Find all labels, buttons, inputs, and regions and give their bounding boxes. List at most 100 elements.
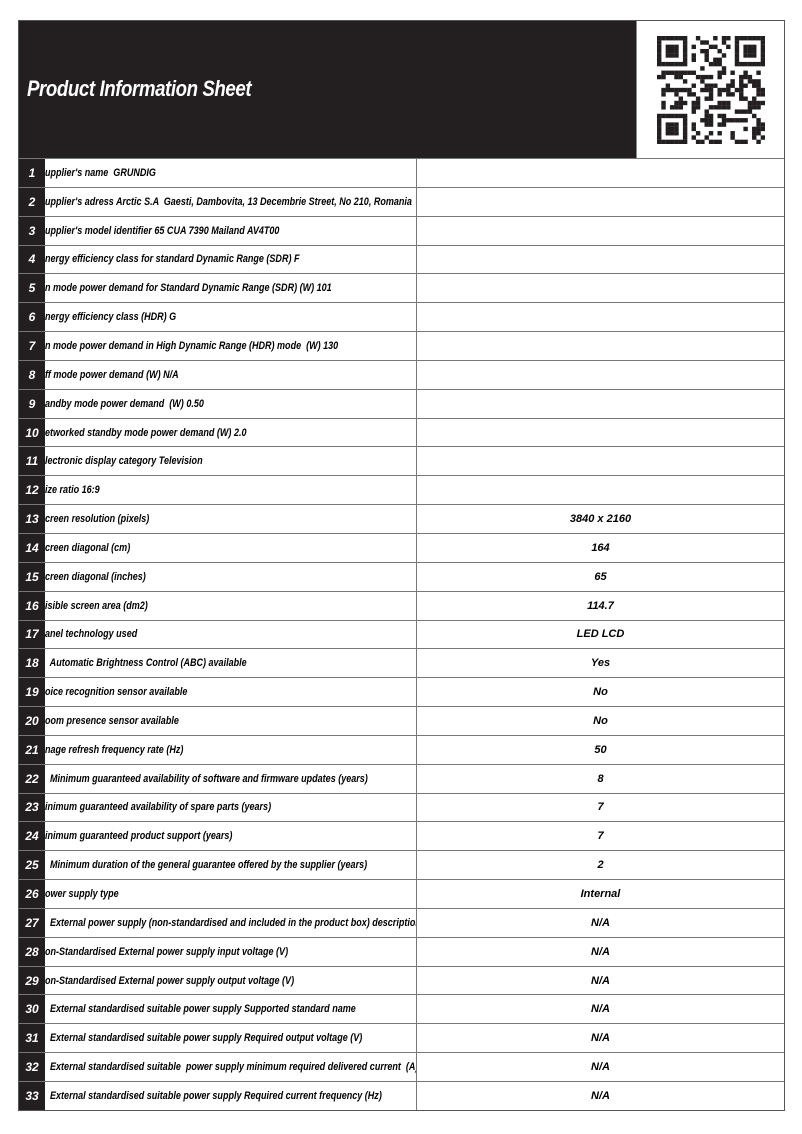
row-value: N/A [591,1032,610,1045]
qr-module [755,78,761,84]
table-row: 29 on-Standardised External power supply… [19,965,784,995]
qr-module [669,130,674,135]
qr-module [682,57,687,62]
table-row: 24 inimum guaranteed product support (ye… [19,821,784,851]
table-row: 30 External standardised suitable power … [19,994,784,1024]
row-label: creen diagonal (inches) [45,562,417,591]
qr-module [721,121,726,127]
qr-module [738,35,743,40]
qr-module [682,139,687,144]
qr-module [760,121,765,127]
row-label-text: anel technology used [45,628,138,641]
row-label: oom presence sensor available [45,707,417,735]
qr-module [708,121,713,127]
qr-module [673,48,679,53]
qr-module [716,121,722,127]
info-table: 1 upplier's name GRUNDIG 2 upplier's adr… [19,158,784,1110]
qr-module [742,35,748,40]
row-value: N/A [591,916,610,929]
qr-module [721,65,726,71]
row-number: 33 [19,1082,45,1110]
row-number: 20 [19,707,45,735]
qr-module [708,61,713,66]
row-value: 114.7 [587,599,614,612]
qr-module [673,52,679,58]
table-row: 7 n mode power demand in High Dynamic Ra… [19,331,784,360]
qr-module [704,113,709,118]
qr-module [708,83,713,88]
qr-module [665,87,670,92]
qr-module [678,74,683,79]
qr-module [660,70,666,75]
qr-module [760,48,765,53]
row-label-text: lectronic display category Television [45,455,203,468]
qr-module [665,52,670,58]
table-row: 22 Minimum guaranteed availability of so… [19,763,784,793]
qr-module [751,100,756,105]
row-label-text: oom presence sensor available [45,714,179,727]
qr-module [725,83,731,88]
qr-module [751,44,756,49]
qr-module [716,74,722,79]
table-row: 6 nergy efficiency class (HDR) G [19,302,784,332]
qr-module [755,100,761,105]
row-label: upplier's adress Arctic S.A Gaesti, Damb… [45,187,417,216]
row-value [417,390,784,418]
row-number: 29 [19,966,45,995]
table-row: 17 anel technology used LED LCD [19,619,784,649]
row-number: 1 [19,159,45,187]
qr-module [751,130,756,135]
qr-module [673,91,679,97]
qr-module [669,104,674,110]
qr-module [669,61,674,66]
row-value [417,217,784,245]
row-label: isible screen area (dm2) [45,591,417,620]
row-label: creen resolution (pixels) [45,505,417,533]
qr-module [708,113,713,118]
row-label-text: ff mode power demand (W) N/A [45,368,179,381]
qr-module [704,39,709,45]
row-value: 2 [597,859,604,872]
row-number: 6 [19,303,45,332]
qr-module [660,35,666,40]
row-number: 22 [19,764,45,793]
qr-module [716,57,722,62]
row-label: External power supply (non-standardised … [45,908,417,937]
row-number: 8 [19,360,45,389]
qr-module [712,44,718,49]
row-label: inimum guaranteed product support (years… [45,822,417,851]
row-number: 15 [19,562,45,591]
row-number: 31 [19,1024,45,1053]
row-value: Yes [590,657,611,670]
qr-module [682,87,687,92]
qr-module [656,35,661,40]
table-row: 28 on-Standardised External power supply… [19,936,784,966]
qr-module [742,70,748,75]
qr-module [699,48,705,53]
qr-module [729,91,735,97]
qr-module [704,57,709,62]
qr-module [695,139,700,144]
row-value: N/A [591,945,610,958]
row-value [417,476,784,504]
qr-module [691,57,696,62]
qr-module [708,91,713,97]
qr-module [669,44,674,49]
qr-module [708,104,713,110]
qr-module [673,139,679,144]
row-label-text: External standardised suitable power sup… [45,1032,363,1045]
row-value: No [593,686,608,699]
row-label-text: n mode power demand for Standard Dynamic… [45,282,332,295]
row-label: n mode power demand in High Dynamic Rang… [45,332,417,360]
qr-module [669,35,674,40]
qr-module [699,39,705,45]
row-number: 11 [19,447,45,476]
qr-module [704,95,709,101]
table-row: 18 Automatic Brightness Control (ABC) av… [19,648,784,678]
qr-module [704,83,709,88]
row-label: External standardised suitable power sup… [45,1082,417,1110]
row-label: nergy efficiency class for standard Dyna… [45,245,417,274]
qr-module [682,61,687,66]
qr-module [682,48,687,53]
row-value [417,361,784,389]
